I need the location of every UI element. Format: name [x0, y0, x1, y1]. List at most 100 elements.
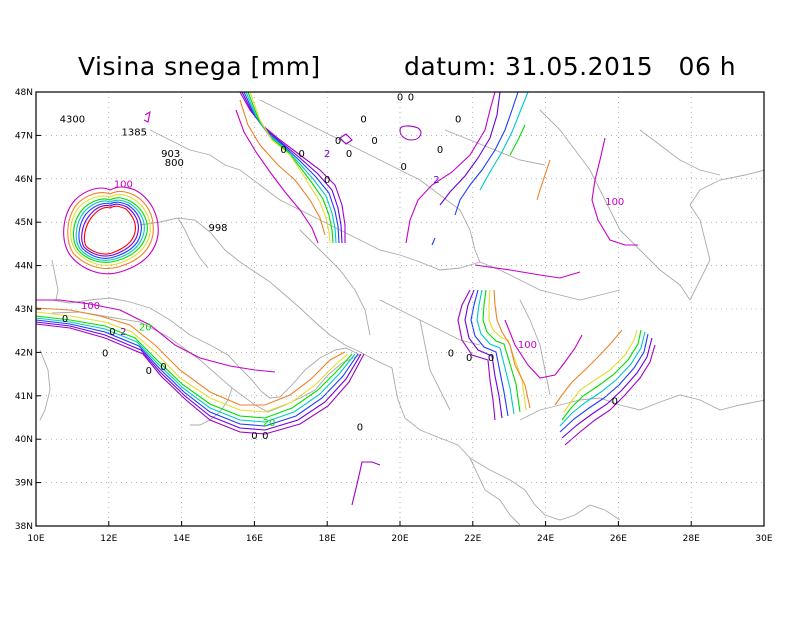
sardinia-coastline	[39, 349, 51, 421]
contour-carpathian-10	[509, 124, 526, 156]
y-tick-label: 43N	[15, 305, 33, 315]
contour-ring-2	[81, 203, 139, 257]
contour-label: 0	[324, 175, 330, 186]
border-1	[149, 129, 241, 171]
contour-balkan-80b	[554, 329, 623, 406]
border-3	[339, 229, 481, 271]
contour-label: 0	[357, 423, 363, 434]
contour-carpathian-2	[591, 137, 638, 246]
contour-dinaric-50	[249, 91, 331, 244]
contour-label: 20	[263, 418, 276, 429]
contour-label: 0	[146, 366, 152, 377]
x-tick-label: 20E	[391, 534, 408, 544]
contour-label: 0	[280, 145, 286, 156]
y-tick-label: 40N	[15, 435, 33, 445]
contour-ring-5	[78, 201, 142, 259]
contour-apennine-100	[36, 299, 276, 373]
contour-small-mark	[143, 110, 151, 123]
contour-label: 0	[262, 431, 268, 442]
italy-coastline	[51, 297, 362, 413]
istria-coastline	[177, 217, 209, 269]
contour-label: 0	[408, 93, 414, 104]
contour-label: 100	[518, 340, 537, 351]
x-tick-label: 10E	[27, 534, 44, 544]
contour-label: 0	[102, 349, 108, 360]
x-tick-label: 14E	[173, 534, 190, 544]
contour-apennine-20	[35, 315, 353, 419]
corsica-coastline	[51, 259, 59, 301]
contour-carpathian-0	[431, 237, 436, 246]
contour-ring-80	[67, 190, 154, 270]
contour-label: 0	[437, 145, 443, 156]
contour-small-blob	[399, 125, 422, 141]
contour-balkan-5b	[559, 333, 649, 433]
contour-balkan-20b	[561, 329, 642, 421]
y-tick-label: 45N	[15, 218, 33, 228]
x-tick-label: 30E	[755, 534, 772, 544]
contour-label: 100	[114, 179, 133, 190]
border-11	[619, 229, 691, 301]
contour-label: 998	[208, 223, 227, 234]
border-14	[639, 129, 721, 176]
contour-label: 0	[346, 149, 352, 160]
contour-ring-100	[63, 186, 159, 275]
contour-balkan-100	[474, 264, 581, 279]
contour-carpathian-100	[405, 91, 496, 244]
contour-label: 800	[165, 158, 184, 169]
contour-balkan-2a	[464, 289, 503, 419]
adriatic-coastline	[139, 217, 393, 369]
balkan-coastline	[391, 367, 521, 526]
contour-label: 0	[448, 349, 454, 360]
contour-label: 0	[251, 431, 257, 442]
border-4	[479, 261, 621, 301]
contour-dinaric-10	[245, 91, 337, 244]
y-tick-label: 42N	[15, 348, 33, 358]
contour-label: 20	[139, 323, 152, 334]
sicily-coastline	[190, 387, 233, 426]
contour-balkan-50b	[563, 329, 638, 413]
contour-label: 0	[466, 353, 472, 364]
aegean-coastline	[519, 394, 766, 421]
contour-label: 100	[605, 197, 624, 208]
greece-coastline	[469, 457, 621, 521]
border-7	[539, 109, 621, 231]
contour-label: 0	[455, 114, 461, 125]
longitude-axis: 10E 12E 14E 16E 18E 20E 22E 24E 26E 28E 30E	[27, 521, 773, 544]
border-13	[444, 129, 546, 166]
contour-apennine-10	[35, 317, 356, 423]
border-5	[259, 99, 401, 171]
contour-label: 4300	[60, 114, 85, 125]
contour-balkan-20a	[482, 289, 521, 413]
contour-label: 2	[120, 327, 126, 338]
latitude-axis: 38N 39N 40N 41N 42N 43N 44N 45N 46N 47N 48N	[15, 88, 41, 532]
contour-carpathian-5	[536, 159, 551, 201]
coastlines	[39, 99, 766, 526]
contour-carpathian-80	[439, 91, 501, 206]
contour-dinaric-80	[239, 99, 326, 236]
black-sea-coastline	[689, 169, 766, 301]
contour-label: 0	[400, 162, 406, 173]
contour-small-blob-2	[339, 133, 353, 145]
border-8	[379, 299, 481, 346]
contour-label: 0	[160, 362, 166, 373]
contour-label: 2	[324, 149, 330, 160]
map-title: Visina snega [mm]	[78, 52, 321, 81]
x-tick-label: 26E	[610, 534, 627, 544]
contour-balkan-100a	[504, 319, 583, 379]
date-label: datum: 31.05.2015	[404, 52, 654, 81]
x-tick-label: 12E	[100, 534, 117, 544]
contour-label: 2	[433, 175, 439, 186]
x-tick-label: 24E	[537, 534, 554, 544]
x-tick-label: 22E	[464, 534, 481, 544]
contour-label: 0	[488, 353, 494, 364]
y-tick-label: 47N	[15, 131, 33, 141]
contour-apennine-2	[35, 321, 362, 431]
contour-balkan-5a	[470, 289, 509, 417]
contour-carpathian-50	[454, 91, 519, 216]
y-tick-label: 38N	[15, 522, 33, 532]
contour-ring-10	[75, 199, 145, 261]
contour-apennine-50	[35, 311, 349, 413]
contour-label: 1385	[122, 127, 147, 138]
